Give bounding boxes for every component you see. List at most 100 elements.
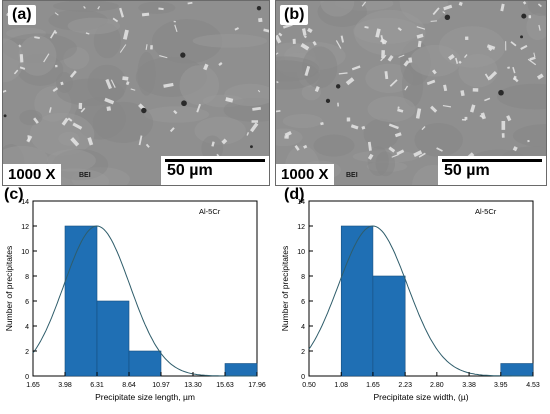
precipitate-particle bbox=[472, 88, 479, 92]
matrix-grain bbox=[3, 38, 24, 83]
matrix-grain bbox=[527, 1, 546, 17]
precipitate-particle bbox=[3, 89, 7, 93]
scale-bar-a: 50 µm bbox=[161, 156, 269, 185]
micrograph-a: (a) 1000 X BEI 50 µm bbox=[2, 0, 270, 186]
dark-pore bbox=[181, 100, 187, 107]
precipitate-particle bbox=[465, 36, 469, 40]
precipitate-particle bbox=[163, 82, 174, 88]
precipitate-particle bbox=[413, 150, 423, 158]
precipitate-particle bbox=[533, 52, 536, 58]
matrix-grain bbox=[512, 124, 546, 148]
histogram-width-svg: 0 2 4 6 8 10 12 14 0.50 1.08 1.65 2.23 2.80 3.38 3.95 4… bbox=[280, 199, 540, 402]
y-tick-label: 4 bbox=[301, 324, 305, 331]
panel-label-c: (c) bbox=[4, 186, 24, 203]
precipitate-particle bbox=[458, 1, 463, 6]
precipitate-particle bbox=[49, 29, 57, 39]
precipitate-particle bbox=[72, 122, 83, 130]
precipitate-particle bbox=[169, 127, 175, 133]
precipitate-particle bbox=[381, 50, 385, 59]
precipitate-particle bbox=[27, 135, 31, 142]
precipitate-particle bbox=[442, 104, 452, 108]
precipitate-particle bbox=[304, 65, 311, 77]
scale-bar-b: 50 µm bbox=[438, 156, 546, 185]
precipitate-particle bbox=[61, 117, 69, 126]
scale-bar-text-b: 50 µm bbox=[444, 162, 490, 179]
precipitate-particle bbox=[388, 146, 396, 153]
precipitate-particle bbox=[397, 27, 402, 32]
y-axis-label: Number of precipitates bbox=[280, 246, 290, 332]
matrix-grain bbox=[320, 1, 355, 17]
y-tick-label: 4 bbox=[25, 324, 29, 331]
histogram-bar bbox=[500, 363, 534, 377]
precipitate-particle bbox=[278, 32, 283, 37]
x-tick-label: 8.64 bbox=[122, 382, 136, 389]
y-tick-label: 8 bbox=[301, 274, 305, 281]
precipitate-particle bbox=[484, 73, 491, 81]
precipitate-particle bbox=[458, 60, 462, 64]
precipitate-particle bbox=[43, 53, 50, 63]
precipitate-particle bbox=[122, 29, 129, 40]
matrix-grain bbox=[192, 34, 268, 48]
precipitate-particle bbox=[314, 86, 320, 93]
precipitate-particle bbox=[520, 44, 528, 50]
precipitate-particle bbox=[505, 41, 507, 51]
y-tick-label: 0 bbox=[25, 374, 29, 381]
scale-bar-line-b bbox=[442, 159, 542, 162]
precipitate-particle bbox=[80, 107, 86, 113]
histogram-length: (c) 0 2 4 6 8 10 12 14 1.65 3.98 6.31 8.64 10.97 13.3… bbox=[0, 186, 274, 414]
precipitate-particle bbox=[67, 117, 73, 122]
precipitate-particle bbox=[284, 130, 292, 137]
precipitate-particle bbox=[338, 72, 348, 75]
precipitate-particle bbox=[480, 112, 486, 120]
precipitate-particle bbox=[403, 60, 410, 67]
dark-pore bbox=[444, 14, 451, 21]
precipitate-particle bbox=[416, 26, 426, 30]
matrix-grain bbox=[354, 9, 426, 56]
precipitate-particle bbox=[141, 12, 150, 17]
precipitate-particle bbox=[33, 117, 39, 124]
precipitate-particle bbox=[350, 124, 359, 130]
precipitate-particle bbox=[97, 5, 101, 10]
panel-label-a: (a) bbox=[8, 5, 36, 25]
precipitate-particle bbox=[448, 53, 455, 61]
precipitate-particle bbox=[506, 115, 512, 122]
micrograph-b-texture bbox=[276, 1, 546, 185]
bei-label-a: BEI bbox=[79, 172, 91, 179]
precipitate-particle bbox=[187, 1, 193, 5]
precipitate-particle bbox=[69, 70, 77, 78]
x-tick-label: 2.23 bbox=[398, 382, 412, 389]
precipitate-particle bbox=[396, 149, 405, 156]
x-axis-label: Precipitate size width, (µ) bbox=[373, 392, 468, 402]
precipitate-particle bbox=[276, 110, 281, 113]
magnification-label-a: 1000 X bbox=[3, 164, 61, 185]
precipitate-particle bbox=[312, 40, 317, 46]
y-tick-label: 12 bbox=[297, 224, 305, 231]
precipitate-particle bbox=[234, 27, 239, 31]
precipitate-particle bbox=[83, 5, 86, 9]
precipitate-particle bbox=[258, 17, 263, 23]
y-tick-label: 8 bbox=[25, 274, 29, 281]
precipitate-particle bbox=[55, 64, 58, 68]
precipitate-particle bbox=[384, 71, 389, 80]
histogram-length-svg: 0 2 4 6 8 10 12 14 1.65 3.98 6.31 8.64 10.97 13.30 15.… bbox=[4, 199, 266, 402]
precipitate-particle bbox=[276, 52, 279, 56]
precipitate-particle bbox=[421, 126, 426, 131]
matrix-grain bbox=[414, 123, 463, 157]
matrix-grain bbox=[92, 101, 154, 143]
precipitate-particle bbox=[528, 15, 532, 19]
precipitate-particle bbox=[78, 102, 83, 110]
matrix-grain bbox=[138, 1, 176, 14]
precipitate-particle bbox=[292, 38, 296, 44]
matrix-grain bbox=[375, 151, 396, 177]
precipitate-particle bbox=[538, 24, 541, 31]
precipitate-particle bbox=[380, 38, 388, 45]
bei-label-b: BEI bbox=[346, 172, 358, 179]
precipitate-particle bbox=[19, 66, 26, 70]
matrix-grain bbox=[144, 106, 210, 123]
y-tick-label: 2 bbox=[301, 349, 305, 356]
histogram-width: (d) 0 2 4 6 8 10 12 14 0.50 1.08 1.65 2.23 2.80 3.38 3… bbox=[276, 186, 550, 414]
precipitate-particle bbox=[436, 147, 443, 152]
precipitate-particle bbox=[397, 106, 400, 109]
x-tick-label: 4.53 bbox=[526, 382, 540, 389]
precipitate-particle bbox=[145, 44, 148, 50]
